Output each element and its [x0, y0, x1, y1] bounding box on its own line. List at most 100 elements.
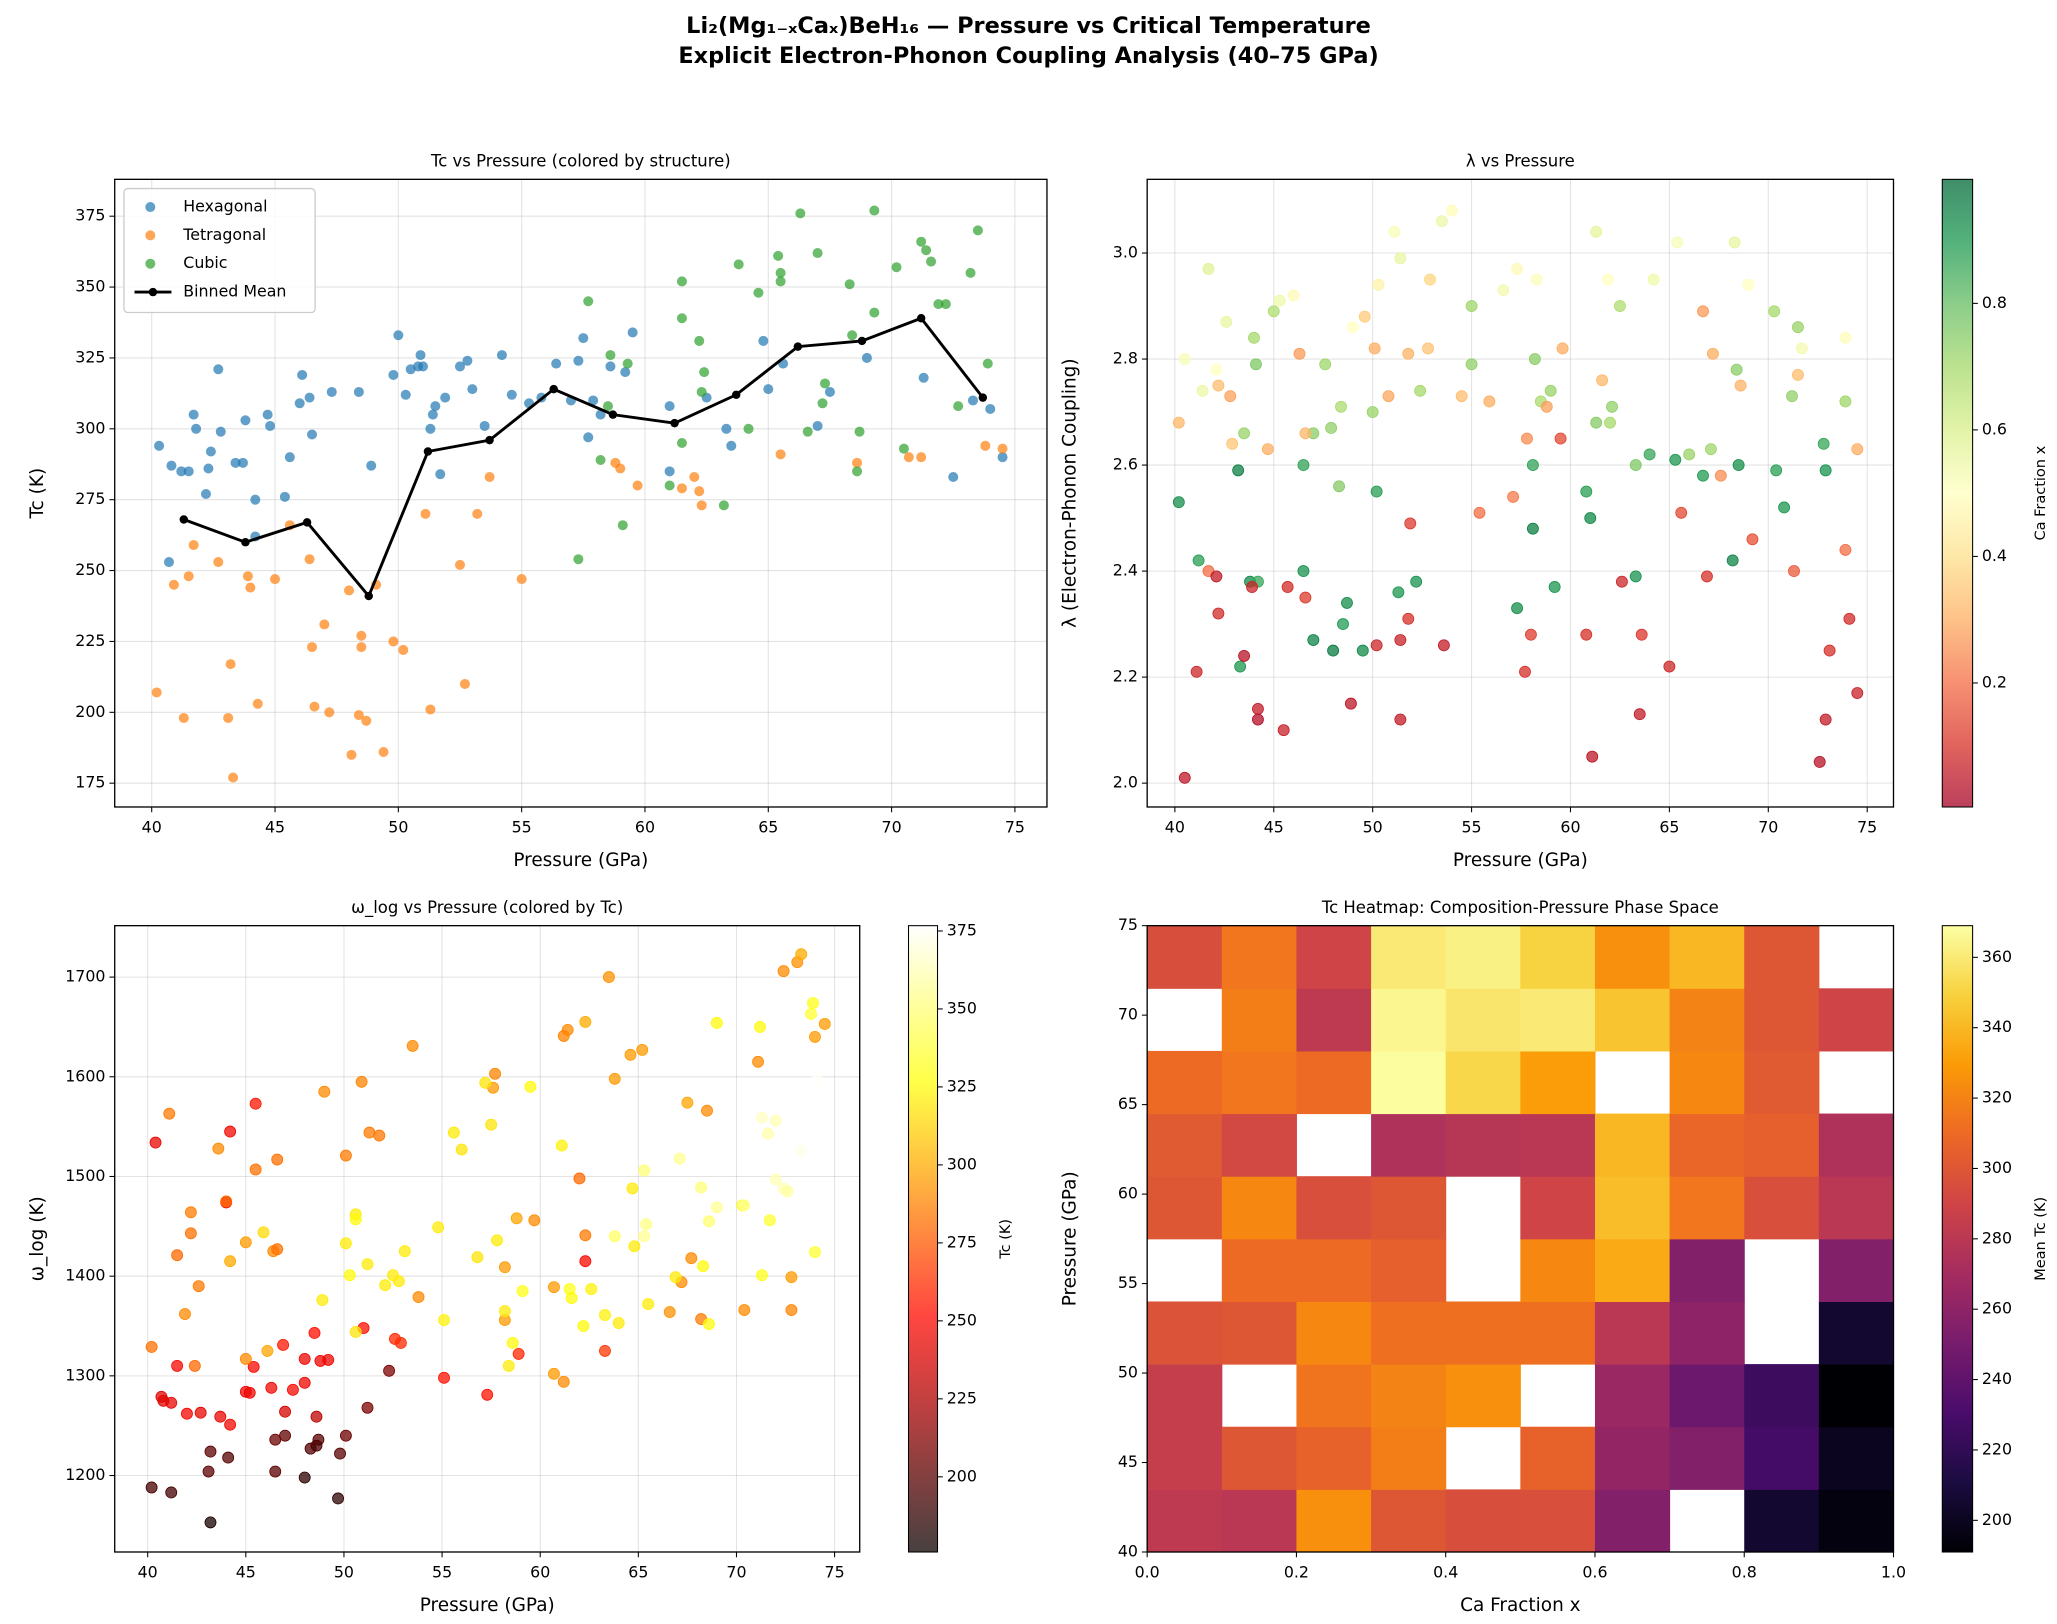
point: [1273, 294, 1286, 307]
point: [355, 1075, 368, 1088]
point: [435, 469, 446, 480]
point: [573, 554, 584, 565]
point: [438, 1314, 450, 1326]
point: [304, 554, 315, 565]
point: [191, 423, 202, 434]
heat-cell: [1147, 1050, 1223, 1115]
point: [204, 1516, 217, 1529]
point: [585, 1283, 598, 1296]
point: [811, 1073, 823, 1086]
point: [243, 1386, 256, 1399]
point: [1246, 581, 1258, 593]
mean-marker: [670, 418, 679, 428]
point: [1277, 724, 1290, 737]
point: [479, 1076, 492, 1089]
point: [1629, 570, 1642, 583]
point: [916, 236, 927, 247]
point: [157, 1394, 170, 1407]
colorbar-tick-label: 200: [1982, 1510, 2012, 1529]
x-tick-label: 45: [1264, 818, 1284, 837]
point: [627, 327, 638, 338]
y-tick-label: 65: [1118, 1094, 1138, 1113]
point: [184, 1227, 197, 1240]
x-tick-label: 1.0: [1881, 1563, 1906, 1582]
colorbar: [1942, 179, 1973, 807]
point: [430, 401, 441, 412]
heat-cell: [1669, 925, 1745, 989]
point: [310, 1410, 323, 1423]
colorbar-tick-label: 225: [947, 1388, 977, 1407]
point: [432, 1221, 445, 1234]
point: [579, 1255, 592, 1268]
point: [898, 443, 909, 454]
point: [595, 454, 606, 466]
point: [583, 432, 594, 443]
heat-cell: [1669, 1176, 1745, 1240]
point: [632, 480, 643, 491]
point: [1746, 533, 1759, 546]
heat-cell: [1669, 988, 1745, 1052]
heat-cell: [1221, 1113, 1297, 1177]
heat-cell: [1744, 1426, 1820, 1490]
point: [1590, 225, 1603, 238]
point: [353, 710, 364, 721]
point: [758, 335, 769, 346]
point: [1410, 575, 1423, 588]
point: [805, 1008, 817, 1020]
point: [420, 508, 431, 519]
point: [982, 358, 993, 369]
point: [777, 965, 790, 978]
heat-cell: [1669, 1113, 1745, 1177]
point: [1382, 390, 1395, 403]
point: [192, 1280, 205, 1293]
point: [491, 1234, 503, 1247]
point: [612, 1317, 625, 1329]
heat-cell: [1147, 1176, 1223, 1240]
point: [225, 659, 236, 670]
heat-cell: [1221, 1489, 1297, 1553]
point: [1730, 363, 1743, 376]
point: [1697, 469, 1709, 482]
point: [154, 440, 165, 451]
point: [573, 355, 584, 366]
panel: ω_log vs Pressure (colored by Tc) Pressur…: [27, 898, 1014, 1616]
y-tick-label: 75: [1118, 915, 1138, 934]
y-tick-label: 1600: [65, 1066, 105, 1085]
point: [398, 1245, 411, 1258]
point: [1613, 300, 1626, 312]
x-tick-label: 75: [1857, 818, 1877, 837]
point: [1813, 755, 1826, 768]
point: [1819, 464, 1832, 477]
point: [269, 1433, 282, 1446]
point: [824, 386, 835, 397]
point: [224, 1255, 237, 1268]
point: [213, 557, 224, 568]
point: [1778, 501, 1791, 514]
point: [1424, 273, 1436, 286]
point: [489, 1067, 502, 1080]
point: [388, 636, 399, 647]
point: [710, 1017, 723, 1029]
point: [166, 460, 177, 471]
axes-frame: [114, 925, 861, 1553]
point: [425, 423, 436, 434]
y-tick-label: 375: [75, 206, 105, 225]
point: [903, 452, 914, 463]
point: [1327, 644, 1340, 657]
point: [277, 1339, 290, 1351]
point: [1370, 485, 1383, 498]
point: [1839, 395, 1852, 408]
point: [636, 1043, 649, 1056]
point: [756, 1269, 768, 1282]
heat-cell: [1296, 1489, 1372, 1553]
point: [626, 1182, 639, 1195]
point: [918, 372, 929, 383]
point: [1465, 300, 1478, 312]
point: [726, 440, 737, 451]
point: [579, 1016, 592, 1028]
point: [322, 1353, 335, 1366]
point: [324, 707, 335, 718]
point: [1544, 384, 1557, 397]
